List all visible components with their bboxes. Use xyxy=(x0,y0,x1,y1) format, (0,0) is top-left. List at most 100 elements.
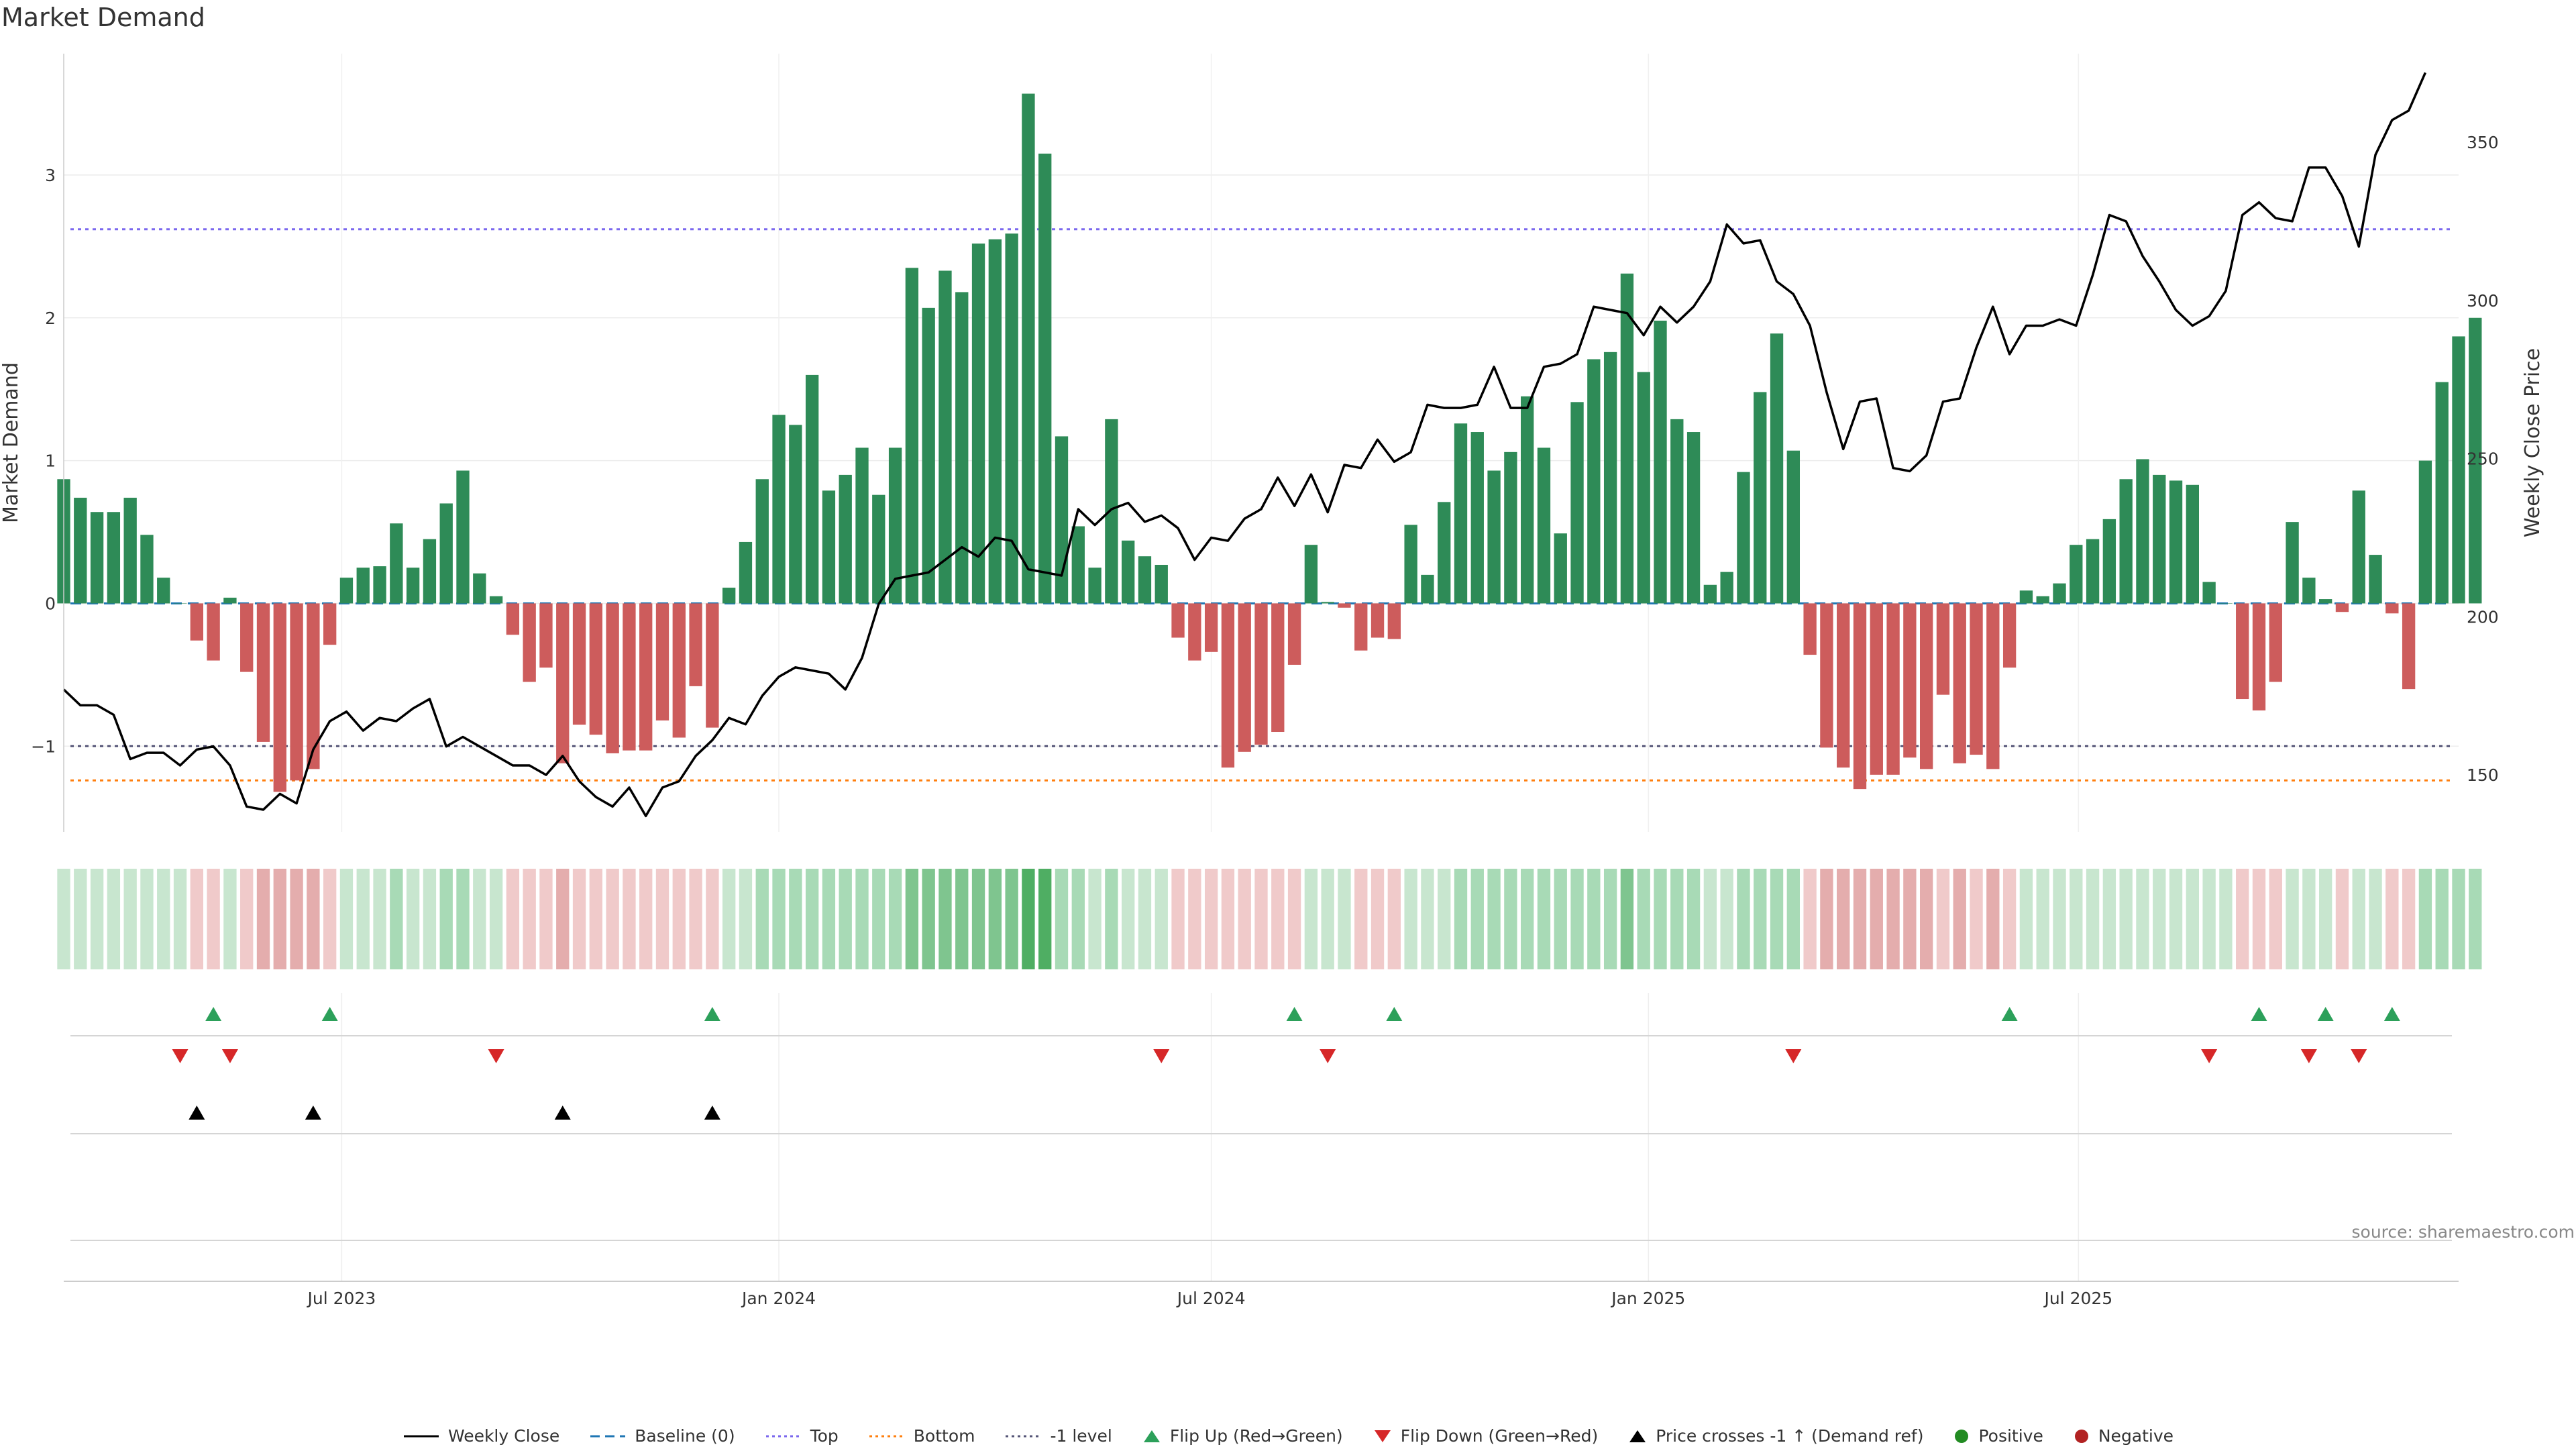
heat-cell xyxy=(822,869,836,969)
heat-cell xyxy=(1520,869,1534,969)
legend-top-label: Top xyxy=(810,1426,839,1446)
demand-bar xyxy=(1970,603,1983,755)
flip-up-marker xyxy=(2317,1007,2334,1021)
demand-bar xyxy=(789,425,802,604)
demand-bar xyxy=(706,603,719,728)
heat-cell xyxy=(988,869,1002,969)
heat-cell xyxy=(772,869,786,969)
demand-bar xyxy=(1686,432,1701,604)
heat-cell xyxy=(2335,869,2349,969)
demand-bar xyxy=(572,603,586,725)
heat-cell xyxy=(556,869,570,969)
heat-cell xyxy=(1919,869,1933,969)
heat-cell xyxy=(523,869,536,969)
heat-cell xyxy=(2002,869,2017,969)
heat-cell xyxy=(1387,869,1401,969)
heat-cell xyxy=(1271,869,1285,969)
heat-cell xyxy=(1470,869,1484,969)
heat-cell xyxy=(2469,869,2482,969)
heat-cell xyxy=(1703,869,1717,969)
demand-bar xyxy=(1404,525,1417,604)
heat-cell xyxy=(2302,869,2316,969)
heat-cell xyxy=(639,869,653,969)
demand-bar xyxy=(406,568,420,604)
heat-cell xyxy=(90,869,104,969)
demand-bar xyxy=(1603,352,1617,604)
demand-bar xyxy=(1903,603,1917,758)
heat-cell xyxy=(1953,869,1966,969)
heat-cell xyxy=(323,869,337,969)
demand-bar xyxy=(539,603,553,668)
flip-down-marker xyxy=(1785,1049,1802,1063)
demand-bar xyxy=(2302,578,2316,604)
top-swatch xyxy=(765,1435,801,1437)
heat-cell xyxy=(1371,869,1385,969)
heat-cell xyxy=(1986,869,2000,969)
negative-dot-icon xyxy=(2074,1429,2088,1443)
heat-cell xyxy=(955,869,969,969)
demand-bar xyxy=(2002,603,2017,668)
heat-cell xyxy=(373,869,386,969)
demand-bar xyxy=(755,479,769,604)
demand-bar xyxy=(140,535,154,604)
flip-up-marker xyxy=(1386,1007,1403,1021)
demand-bar xyxy=(1171,603,1185,638)
demand-bar xyxy=(888,447,902,604)
heat-cell xyxy=(207,869,220,969)
heat-cell xyxy=(839,869,852,969)
demand-bar xyxy=(290,603,303,781)
demand-bar xyxy=(1837,603,1850,768)
heat-cell xyxy=(1438,869,1451,969)
heat-cell xyxy=(223,869,237,969)
demand-bar xyxy=(74,497,87,604)
y-tick-label: −1 xyxy=(31,737,56,756)
heat-cell xyxy=(623,869,636,969)
heat-cell xyxy=(1338,869,1351,969)
legend-baseline-label: Baseline (0) xyxy=(635,1426,735,1446)
heat-cell xyxy=(1786,869,1801,969)
heat-cell xyxy=(1537,869,1551,969)
demand-bar xyxy=(822,490,836,604)
heat-cell xyxy=(2086,869,2100,969)
heat-cell xyxy=(307,869,320,969)
positive-dot-icon xyxy=(1955,1429,1969,1443)
demand-bar xyxy=(2252,603,2266,711)
bottom-swatch xyxy=(869,1435,904,1437)
heat-cell xyxy=(456,869,470,969)
heat-cell xyxy=(1287,869,1301,969)
y-tick-label: 3 xyxy=(45,166,56,185)
demand-bar xyxy=(1088,568,1102,604)
demand-bar xyxy=(1138,556,1152,604)
demand-bar xyxy=(905,268,919,604)
heat-cell xyxy=(273,869,286,969)
demand-bar xyxy=(1188,603,1201,661)
legend-negative-label: Negative xyxy=(2098,1426,2174,1446)
heat-cell xyxy=(1155,869,1168,969)
demand-bar xyxy=(2202,582,2216,604)
x-tick-label: Jul 2025 xyxy=(2043,1289,2112,1308)
demand-bar xyxy=(1371,603,1385,638)
x-tick-label: Jul 2024 xyxy=(1176,1289,1246,1308)
heat-cell xyxy=(1238,869,1251,969)
demand-bar xyxy=(1953,603,1966,763)
heat-cell xyxy=(1088,869,1102,969)
demand-bar xyxy=(90,512,104,604)
heat-cell xyxy=(1903,869,1917,969)
demand-bar xyxy=(123,497,137,604)
heat-cell xyxy=(1554,869,1567,969)
heat-cell xyxy=(423,869,437,969)
demand-bar xyxy=(423,539,437,604)
legend-minus1: -1 level xyxy=(1004,1426,1112,1446)
heat-cell xyxy=(2202,869,2216,969)
legend-positive-label: Positive xyxy=(1978,1426,2043,1446)
heat-cell xyxy=(789,869,802,969)
heat-cell xyxy=(872,869,885,969)
weekly-close-line xyxy=(62,72,2427,818)
demand-bar xyxy=(240,603,254,672)
y-tick-label: 0 xyxy=(45,594,56,613)
heat-cell xyxy=(1603,869,1617,969)
demand-bar xyxy=(1986,603,2000,769)
demand-bar xyxy=(1238,603,1251,752)
weekly-close-line-path xyxy=(62,72,2427,818)
y2-tick-label: 250 xyxy=(2467,449,2499,469)
